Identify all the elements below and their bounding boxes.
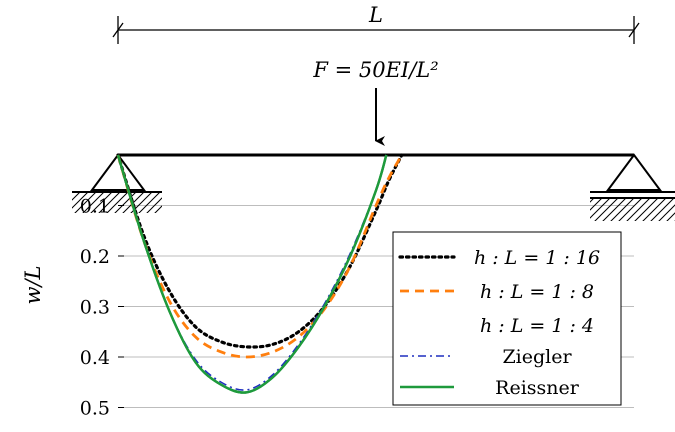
left-pin-support xyxy=(72,153,162,213)
span-dimension: L xyxy=(112,3,640,44)
legend-label-2: h : L = 1 : 4 xyxy=(480,315,594,337)
series-line-0 xyxy=(116,153,404,349)
span-label: L xyxy=(368,3,383,27)
y-tick-label: 0.1 xyxy=(80,196,110,218)
legend-label-4: Reissner xyxy=(495,377,580,399)
right-roller-support xyxy=(590,153,675,221)
y-tick-label: 0.2 xyxy=(80,246,110,268)
force-label: F = 50EI/L² xyxy=(312,58,438,82)
y-tick-label: 0.4 xyxy=(80,347,110,369)
series-line-4 xyxy=(116,154,388,394)
y-tick-label: 0.3 xyxy=(80,297,110,319)
series-line-1 xyxy=(116,154,404,359)
y-axis-ticks: 0.1 0.2 0.3 0.4 0.5 xyxy=(80,196,124,420)
legend-box xyxy=(392,231,622,406)
y-tick-label: 0.5 xyxy=(80,398,110,420)
legend-label-1: h : L = 1 : 8 xyxy=(480,281,594,303)
legend-label-3: Ziegler xyxy=(502,346,572,368)
deflection-curves xyxy=(116,153,404,394)
legend: h : L = 1 : 16 h : L = 1 : 8 h : L = 1 : 4… xyxy=(392,231,622,406)
y-axis-label: w/L xyxy=(21,266,45,305)
legend-label-0: h : L = 1 : 16 xyxy=(474,247,600,269)
